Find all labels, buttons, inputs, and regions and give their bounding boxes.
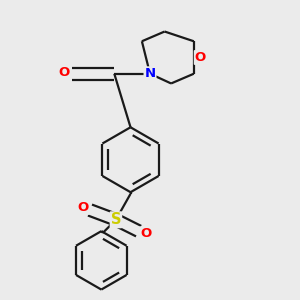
Text: N: N <box>144 67 156 80</box>
Text: S: S <box>111 212 121 227</box>
Text: O: O <box>77 201 88 214</box>
Text: O: O <box>58 66 70 79</box>
Text: O: O <box>195 51 206 64</box>
Text: O: O <box>140 227 152 240</box>
